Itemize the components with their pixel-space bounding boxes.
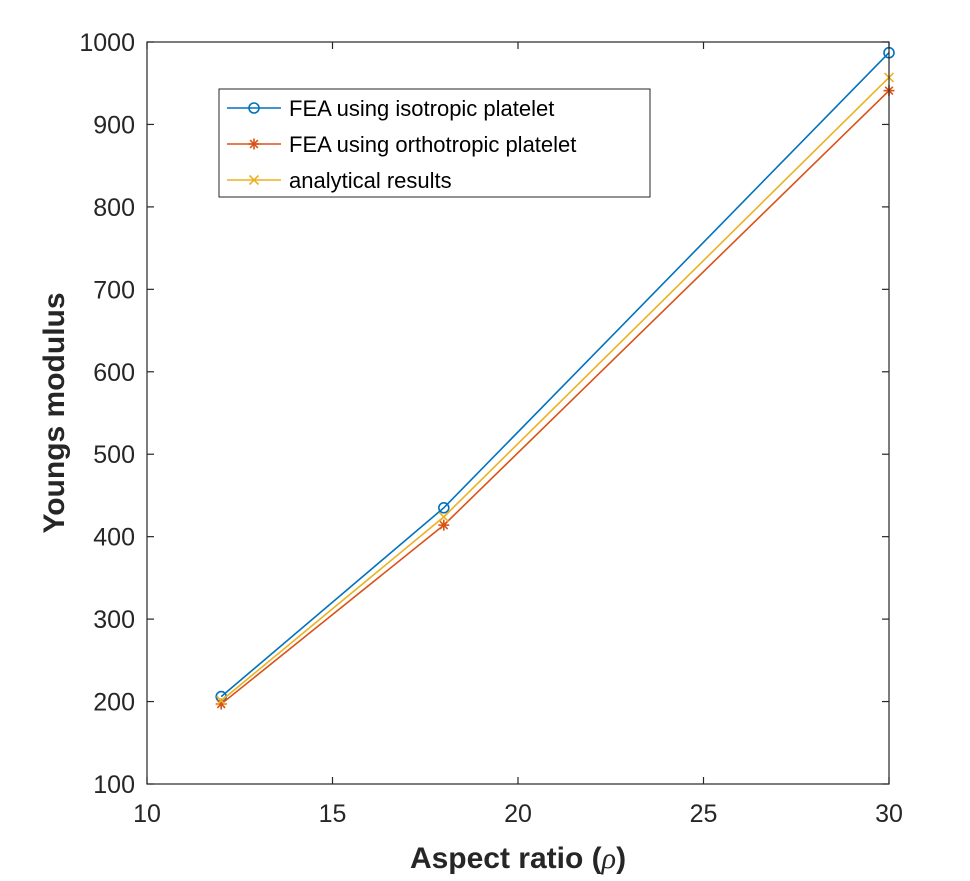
x-tick-label: 30 bbox=[875, 800, 903, 828]
x-axis-title-prefix: Aspect ratio ( bbox=[410, 842, 602, 875]
y-tick-label: 900 bbox=[93, 111, 135, 139]
series-layer bbox=[215, 46, 895, 710]
legend-item: analytical results bbox=[227, 168, 452, 193]
x-axis-title-symbol: ρ bbox=[601, 842, 616, 875]
x-tick-label: 25 bbox=[690, 800, 718, 828]
plot-frame bbox=[146, 41, 890, 785]
x-axis-title: Aspect ratio (ρ) bbox=[410, 842, 626, 875]
legend-item: FEA using isotropic platelet bbox=[227, 96, 554, 121]
y-tick-label: 500 bbox=[93, 441, 135, 469]
data-point-cross bbox=[216, 695, 227, 706]
ticks-layer: 10 15 20 25 30 100 200 300 400 500 600 700 800 900 100… bbox=[79, 29, 903, 828]
y-tick-label: 700 bbox=[93, 276, 135, 304]
legend-label: FEA using isotropic platelet bbox=[289, 96, 554, 121]
legend-marker-circle bbox=[248, 102, 260, 114]
x-axis-title-suffix: ) bbox=[616, 842, 626, 875]
legend-box bbox=[218, 88, 651, 198]
y-axis-title: Youngs modulus bbox=[38, 292, 71, 533]
y-tick-label: 300 bbox=[93, 606, 135, 634]
y-tick-label: 100 bbox=[93, 771, 135, 799]
legend: FEA using isotropic platelet FEA using or… bbox=[218, 88, 651, 198]
legend-label: FEA using orthotropic platelet bbox=[289, 132, 576, 157]
legend-marker-asterisk bbox=[248, 138, 260, 150]
y-tick-label: 400 bbox=[93, 524, 135, 552]
data-point-asterisk bbox=[438, 519, 450, 531]
y-tick-label: 1000 bbox=[79, 29, 135, 57]
y-tick-label: 600 bbox=[93, 359, 135, 387]
legend-label: analytical results bbox=[289, 168, 452, 193]
y-tick-label: 800 bbox=[93, 194, 135, 222]
x-tick-label: 20 bbox=[504, 800, 532, 828]
legend-marker-cross bbox=[248, 174, 260, 186]
data-point-circle bbox=[437, 502, 450, 514]
x-tick-label: 10 bbox=[133, 800, 161, 828]
y-tick-label: 200 bbox=[93, 689, 135, 717]
data-point-cross bbox=[438, 511, 449, 522]
x-tick-label: 15 bbox=[319, 800, 347, 828]
series-line bbox=[220, 52, 890, 698]
legend-item: FEA using orthotropic platelet bbox=[227, 132, 576, 157]
